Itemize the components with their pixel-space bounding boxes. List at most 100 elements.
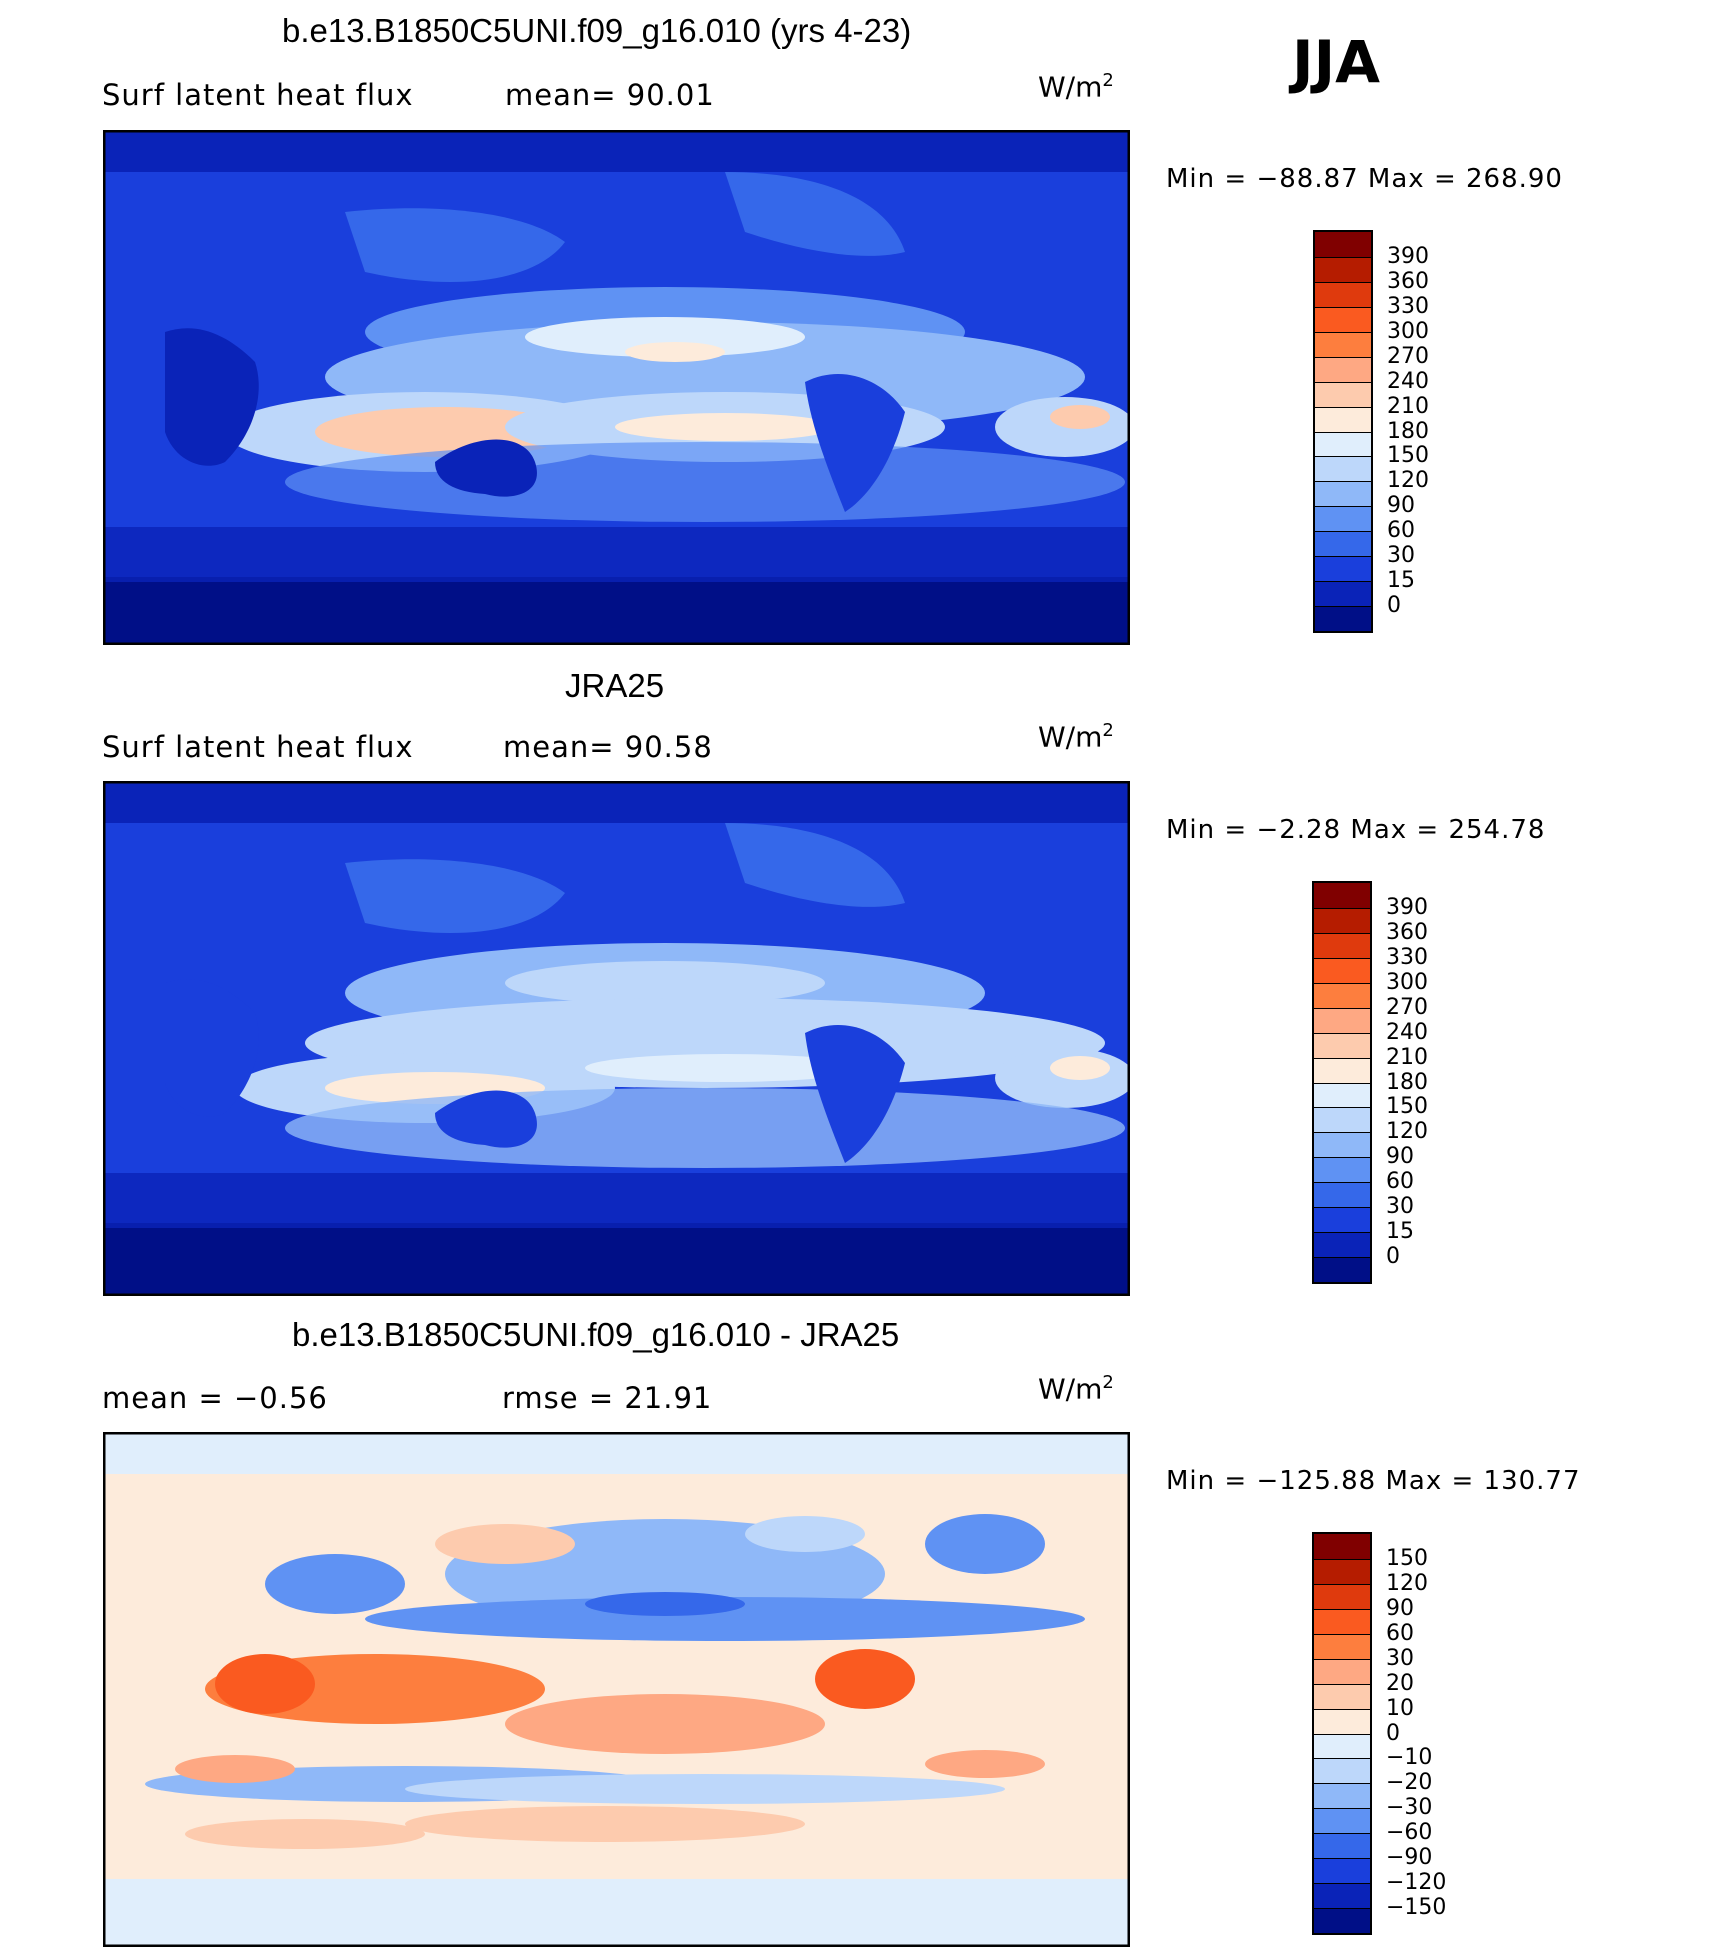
- colorbar-box: [1314, 932, 1370, 958]
- colorbar-tick-label: 180: [1387, 418, 1429, 444]
- colorbar-tick-label: 120: [1387, 468, 1429, 494]
- colorbar-tick-label: 360: [1387, 268, 1429, 294]
- colorbar-box: [1315, 481, 1371, 507]
- colorbar-box: [1314, 1182, 1370, 1208]
- panel1-map-field: [105, 132, 1128, 643]
- panel2-map: [103, 781, 1130, 1296]
- colorbar-tick-label: −150: [1386, 1895, 1447, 1921]
- panel3-colorbar: [1312, 1532, 1372, 1935]
- colorbar-tick-label: −10: [1386, 1745, 1433, 1771]
- colorbar-box: [1314, 1583, 1370, 1609]
- colorbar-tick-label: 120: [1386, 1119, 1428, 1145]
- panel3-units: W/m2: [1038, 1372, 1114, 1406]
- colorbar-box: [1315, 331, 1371, 357]
- colorbar-tick-label: 240: [1386, 1019, 1428, 1045]
- colorbar-tick-label: 0: [1386, 1244, 1400, 1270]
- colorbar-box: [1315, 556, 1371, 582]
- panel2-units: W/m2: [1038, 720, 1114, 754]
- colorbar-tick-label: 300: [1386, 969, 1428, 995]
- colorbar-box: [1314, 1758, 1370, 1784]
- season-label: JJA: [1292, 28, 1381, 96]
- colorbar-tick-label: 390: [1387, 243, 1429, 269]
- colorbar-box: [1314, 1207, 1370, 1233]
- panel3-map: [103, 1432, 1130, 1947]
- panel3-rmse-label: rmse = 21.91: [502, 1381, 713, 1415]
- colorbar-box: [1315, 431, 1371, 457]
- colorbar-box: [1314, 1257, 1370, 1282]
- colorbar-box: [1314, 1908, 1370, 1933]
- colorbar-tick-label: 90: [1387, 493, 1415, 519]
- panel2-colorbar: [1312, 881, 1372, 1284]
- colorbar-tick-label: 150: [1387, 443, 1429, 469]
- colorbar-box: [1314, 1658, 1370, 1684]
- colorbar-tick-label: 360: [1386, 919, 1428, 945]
- colorbar-tick-label: 30: [1386, 1194, 1414, 1220]
- colorbar-tick-label: 30: [1386, 1645, 1414, 1671]
- panel1-mean-label: mean= 90.01: [505, 78, 715, 112]
- colorbar-tick-label: 150: [1386, 1545, 1428, 1571]
- colorbar-box: [1315, 456, 1371, 482]
- colorbar-box: [1314, 957, 1370, 983]
- colorbar-box: [1315, 506, 1371, 532]
- colorbar-tick-label: 15: [1387, 568, 1415, 594]
- colorbar-box: [1315, 356, 1371, 382]
- colorbar-tick-label: 60: [1386, 1169, 1414, 1195]
- colorbar-box: [1314, 1157, 1370, 1183]
- colorbar-box: [1314, 982, 1370, 1008]
- colorbar-box: [1314, 1082, 1370, 1108]
- colorbar-box: [1314, 1808, 1370, 1834]
- colorbar-tick-label: −30: [1386, 1795, 1433, 1821]
- colorbar-tick-label: 90: [1386, 1595, 1414, 1621]
- colorbar-box: [1314, 1883, 1370, 1909]
- panel1-units: W/m2: [1038, 70, 1114, 104]
- colorbar-box: [1315, 531, 1371, 557]
- colorbar-box: [1314, 1132, 1370, 1158]
- colorbar-box: [1315, 281, 1371, 307]
- colorbar-box: [1314, 1783, 1370, 1809]
- colorbar-tick-label: 210: [1386, 1044, 1428, 1070]
- panel1-title: b.e13.B1850C5UNI.f09_g16.010 (yrs 4-23): [282, 12, 912, 49]
- colorbar-tick-label: 20: [1386, 1670, 1414, 1696]
- panel3-mean-label: mean = −0.56: [102, 1381, 328, 1415]
- panel1-map: [103, 130, 1130, 645]
- colorbar-tick-label: 60: [1387, 518, 1415, 544]
- colorbar-box: [1314, 1558, 1370, 1584]
- colorbar-box: [1315, 256, 1371, 282]
- colorbar-tick-label: 0: [1386, 1720, 1400, 1746]
- colorbar-box: [1314, 1858, 1370, 1884]
- colorbar-box: [1315, 232, 1371, 257]
- colorbar-box: [1315, 606, 1371, 631]
- colorbar-tick-label: 120: [1386, 1570, 1428, 1596]
- colorbar-box: [1314, 1833, 1370, 1859]
- colorbar-box: [1314, 1534, 1370, 1559]
- colorbar-tick-label: 390: [1386, 894, 1428, 920]
- panel2-minmax: Min = −2.28 Max = 254.78: [1166, 815, 1546, 845]
- colorbar-box: [1315, 306, 1371, 332]
- colorbar-tick-label: 300: [1387, 318, 1429, 344]
- colorbar-box: [1314, 1633, 1370, 1659]
- colorbar-box: [1314, 907, 1370, 933]
- colorbar-tick-label: 15: [1386, 1219, 1414, 1245]
- colorbar-box: [1314, 1733, 1370, 1759]
- colorbar-tick-label: 30: [1387, 543, 1415, 569]
- colorbar-box: [1314, 1608, 1370, 1634]
- colorbar-tick-label: −20: [1386, 1770, 1433, 1796]
- colorbar-tick-label: 270: [1386, 994, 1428, 1020]
- colorbar-box: [1314, 1107, 1370, 1133]
- panel2-variable-label: Surf latent heat flux: [102, 730, 414, 764]
- panel2-title: JRA25: [565, 667, 665, 704]
- colorbar-tick-label: 60: [1386, 1620, 1414, 1646]
- colorbar-box: [1314, 1057, 1370, 1083]
- panel1-colorbar: [1313, 230, 1373, 633]
- panel3-minmax: Min = −125.88 Max = 130.77: [1166, 1466, 1581, 1496]
- colorbar-tick-label: 330: [1387, 293, 1429, 319]
- colorbar-tick-label: −90: [1386, 1845, 1433, 1871]
- panel3-map-field: [105, 1434, 1128, 1945]
- panel2-mean-label: mean= 90.58: [503, 730, 713, 764]
- colorbar-box: [1315, 381, 1371, 407]
- colorbar-tick-label: 180: [1386, 1069, 1428, 1095]
- colorbar-tick-label: 90: [1386, 1144, 1414, 1170]
- colorbar-tick-label: 270: [1387, 343, 1429, 369]
- colorbar-box: [1314, 1232, 1370, 1258]
- panel2-map-field: [105, 783, 1128, 1294]
